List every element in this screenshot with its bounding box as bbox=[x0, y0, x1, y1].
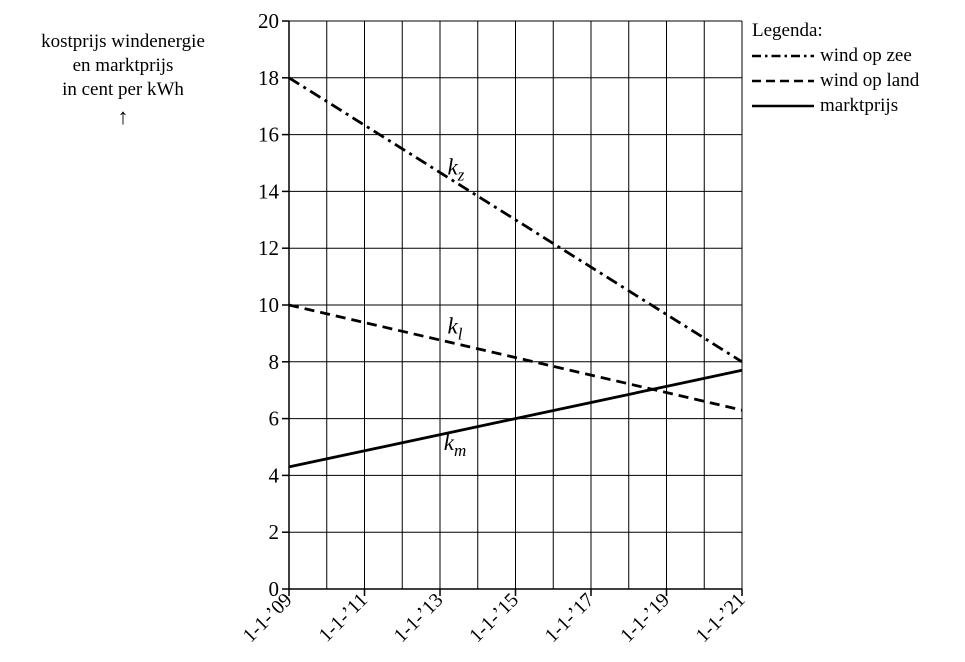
legend-entry-wind-op-zee: wind op zee bbox=[752, 43, 919, 68]
series-label-km: km bbox=[444, 430, 467, 460]
legend-label-marktprijs: marktprijs bbox=[820, 95, 899, 116]
series-line-z bbox=[288, 76, 743, 363]
y-tick-label: 20 bbox=[258, 9, 279, 33]
legend-title: Legenda: bbox=[752, 20, 823, 41]
x-tick-label: 1-1-’15 bbox=[465, 589, 523, 647]
x-tick-label: 1-1-’19 bbox=[616, 589, 674, 647]
y-tick-label: 16 bbox=[258, 123, 279, 147]
series-line-m bbox=[288, 368, 743, 469]
legend-swatch-solid bbox=[752, 104, 814, 107]
legend-label-wind-op-zee: wind op zee bbox=[820, 45, 912, 66]
grid-lines bbox=[288, 20, 743, 590]
x-tick-label: 1-1-’11 bbox=[315, 589, 372, 646]
y-tick-label: 4 bbox=[269, 463, 280, 487]
y-axis-label-line-3: in cent per kWh bbox=[62, 79, 184, 100]
x-tick-label: 1-1-’17 bbox=[541, 589, 599, 647]
y-axis-label-line-2: en marktprijs bbox=[72, 55, 174, 76]
series-lines bbox=[288, 76, 743, 469]
legend-swatch-dashed bbox=[752, 79, 814, 82]
y-axis-arrow-icon: ↑ bbox=[117, 104, 129, 129]
legend-entry-wind-op-land: wind op land bbox=[752, 68, 919, 93]
series-label-kz: kz bbox=[448, 154, 465, 184]
y-axis-label-line-1: kostprijs windenergie bbox=[41, 31, 205, 52]
y-tick-label: 6 bbox=[269, 407, 280, 431]
legend-entry-marktprijs: marktprijs bbox=[752, 93, 919, 118]
y-tick-label: 8 bbox=[269, 350, 280, 374]
x-tick-label: 1-1-’13 bbox=[390, 589, 448, 647]
y-tick-label: 0 bbox=[269, 577, 280, 601]
legend-swatch-dash-dot bbox=[752, 54, 814, 57]
series-line-l bbox=[288, 303, 743, 412]
series-label-kl: kl bbox=[448, 313, 463, 343]
y-axis-label: kostprijs windenergie en marktprijs in c… bbox=[4, 30, 242, 132]
x-tick-label: 1-1-’21 bbox=[692, 589, 750, 647]
y-tick-label: 18 bbox=[258, 66, 279, 90]
y-tick-label: 14 bbox=[258, 179, 280, 203]
legend-label-wind-op-land: wind op land bbox=[820, 70, 920, 91]
legend: Legenda: wind op zee wind op land marktp… bbox=[752, 18, 919, 118]
series-labels: kz kl km bbox=[444, 154, 467, 459]
y-tick-label: 10 bbox=[258, 293, 279, 317]
legend-title-row: Legenda: bbox=[752, 18, 919, 43]
y-tick-label: 2 bbox=[269, 520, 280, 544]
y-tick-label: 12 bbox=[258, 236, 279, 260]
